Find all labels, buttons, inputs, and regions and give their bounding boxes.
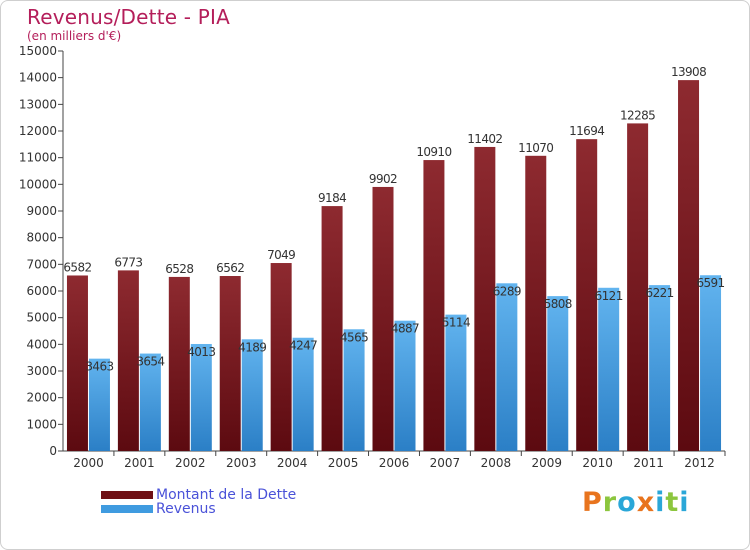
legend-swatch-revenus (101, 505, 153, 513)
data-label-revenus: 6121 (595, 289, 623, 303)
y-tick-label: 14000 (19, 71, 57, 85)
x-tick-label: 2001 (124, 456, 155, 470)
x-tick-label: 2000 (73, 456, 104, 470)
data-label-dette: 11070 (518, 141, 553, 155)
data-label-dette: 6582 (63, 260, 91, 274)
data-label-revenus: 3654 (136, 355, 164, 369)
data-label-dette: 12285 (620, 108, 655, 122)
data-label-dette: 11694 (569, 124, 604, 138)
bar-revenus (88, 358, 110, 451)
bar-dette (474, 146, 496, 452)
data-label-revenus: 4189 (238, 340, 266, 354)
bar-dette (117, 270, 139, 451)
bar-dette (66, 275, 88, 451)
x-tick-label: 2008 (481, 456, 512, 470)
y-tick-label: 4000 (26, 337, 57, 351)
y-tick-label: 11000 (19, 151, 57, 165)
data-label-dette: 10910 (416, 145, 451, 159)
bar-dette (627, 123, 649, 452)
legend-swatch-debt (101, 491, 153, 499)
y-tick-label: 9000 (26, 204, 57, 218)
y-tick-label: 12000 (19, 124, 57, 138)
bar-revenus (190, 343, 212, 451)
data-label-revenus: 4247 (289, 339, 317, 353)
bar-revenus (700, 275, 722, 451)
x-tick-label: 2003 (226, 456, 257, 470)
data-label-revenus: 5808 (544, 297, 572, 311)
chart-title: Revenus/Dette - PIA (27, 5, 231, 29)
data-label-revenus: 6221 (646, 286, 674, 300)
x-tick-label: 2005 (328, 456, 359, 470)
x-tick-label: 2002 (175, 456, 206, 470)
y-tick-label: 6000 (26, 284, 57, 298)
bar-dette (576, 139, 598, 451)
data-label-dette: 11402 (467, 132, 502, 146)
x-tick-label: 2012 (684, 456, 715, 470)
bar-revenus (598, 287, 620, 451)
data-label-revenus: 3463 (85, 360, 113, 374)
bar-revenus (139, 353, 161, 451)
bar-dette (270, 263, 292, 451)
y-tick-label: 0 (49, 444, 57, 458)
bar-dette (168, 276, 190, 451)
data-label-revenus: 6591 (696, 276, 724, 290)
bar-revenus (649, 285, 671, 451)
bar-dette (372, 186, 394, 452)
legend-label-debt: Montant de la Dette (156, 487, 297, 503)
y-tick-label: 5000 (26, 311, 57, 325)
y-tick-label: 10000 (19, 177, 57, 191)
data-label-revenus: 5114 (442, 316, 470, 330)
data-label-dette: 9902 (369, 172, 397, 186)
x-tick-label: 2011 (633, 456, 664, 470)
bar-revenus (496, 283, 518, 451)
proxiti-logo: Proxiti (582, 487, 690, 518)
bar-revenus (394, 320, 416, 451)
data-label-dette: 9184 (318, 191, 346, 205)
chart-subtitle: (en milliers d'€) (27, 29, 122, 43)
data-label-revenus: 4887 (391, 322, 419, 336)
bar-revenus (241, 339, 263, 451)
y-tick-label: 7000 (26, 257, 57, 271)
logo-letter: x (636, 487, 656, 518)
bar-dette (219, 276, 241, 451)
x-tick-label: 2006 (379, 456, 410, 470)
bar-revenus (292, 337, 314, 451)
data-label-revenus: 4565 (340, 330, 368, 344)
legend-label-revenus: Revenus (156, 501, 216, 517)
data-label-dette: 7049 (267, 248, 295, 262)
bar-dette (423, 160, 445, 452)
y-tick-label: 1000 (26, 417, 57, 431)
logo-letter: r (602, 487, 618, 518)
logo-letter: t (665, 487, 680, 518)
y-tick-label: 8000 (26, 231, 57, 245)
logo-letter: P (582, 487, 603, 518)
y-tick-label: 15000 (19, 44, 57, 58)
x-tick-label: 2010 (582, 456, 613, 470)
bar-revenus (343, 329, 365, 451)
data-label-revenus: 6289 (493, 284, 521, 298)
y-tick-label: 13000 (19, 97, 57, 111)
data-label-revenus: 4013 (187, 345, 215, 359)
bar-dette (678, 80, 700, 452)
logo-letter: i (679, 487, 690, 518)
logo-letter: i (655, 487, 666, 518)
bar-dette (321, 206, 343, 451)
bar-dette (525, 155, 547, 452)
x-tick-label: 2004 (277, 456, 308, 470)
bar-revenus (445, 314, 467, 451)
y-tick-label: 2000 (26, 391, 57, 405)
data-label-dette: 6528 (165, 262, 193, 276)
y-tick-label: 3000 (26, 364, 57, 378)
x-tick-label: 2007 (430, 456, 461, 470)
bar-revenus (547, 296, 569, 451)
logo-letter: o (617, 487, 637, 518)
data-label-dette: 13908 (671, 65, 706, 79)
data-label-dette: 6773 (114, 255, 142, 269)
x-tick-label: 2009 (531, 456, 562, 470)
data-label-dette: 6562 (216, 261, 244, 275)
